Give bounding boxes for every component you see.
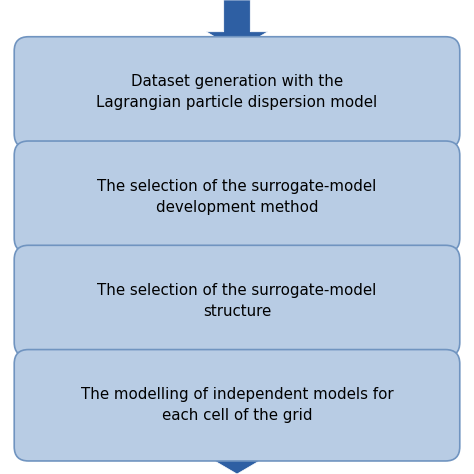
FancyBboxPatch shape [14, 141, 460, 253]
Text: The selection of the surrogate-model
development method: The selection of the surrogate-model dev… [97, 179, 377, 215]
Polygon shape [206, 0, 268, 50]
Text: The modelling of independent models for
each cell of the grid: The modelling of independent models for … [81, 387, 393, 423]
Polygon shape [206, 343, 268, 364]
FancyBboxPatch shape [14, 350, 460, 461]
Polygon shape [206, 447, 268, 474]
Polygon shape [206, 134, 268, 168]
FancyBboxPatch shape [14, 37, 460, 148]
FancyBboxPatch shape [14, 246, 460, 357]
Polygon shape [206, 238, 268, 259]
Text: The selection of the surrogate-model
structure: The selection of the surrogate-model str… [97, 283, 377, 319]
Text: Dataset generation with the
Lagrangian particle dispersion model: Dataset generation with the Lagrangian p… [96, 74, 378, 110]
